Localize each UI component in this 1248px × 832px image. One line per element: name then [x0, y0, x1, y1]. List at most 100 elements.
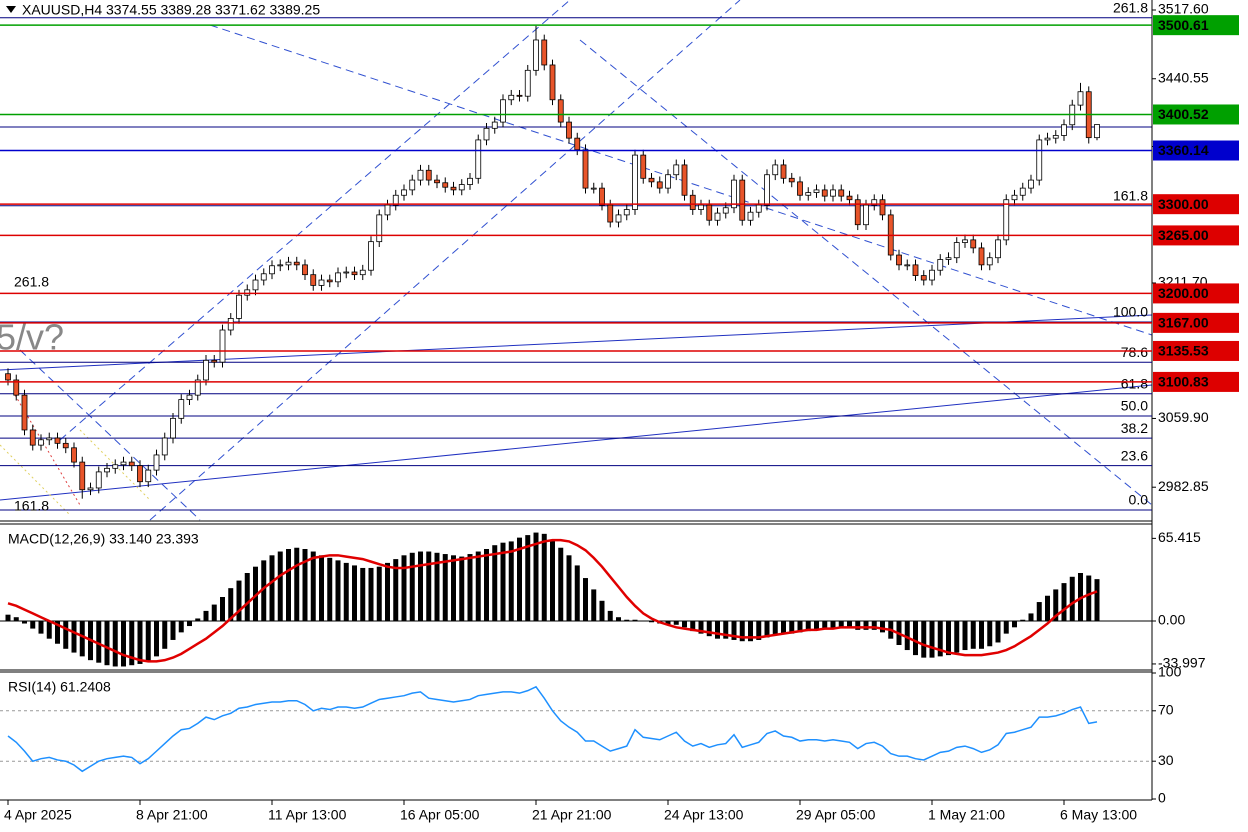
menu-arrow[interactable] — [6, 6, 16, 13]
histogram-bar — [706, 621, 712, 637]
histogram-bar — [277, 551, 283, 621]
histogram-bar — [624, 619, 630, 621]
histogram-bar — [360, 567, 366, 621]
histogram-bar — [550, 540, 555, 621]
candle-body — [194, 379, 201, 396]
candle-body — [310, 274, 317, 286]
candle-body — [1077, 91, 1084, 106]
candle-body — [153, 454, 160, 471]
candle-body — [269, 265, 275, 275]
candle-body — [13, 379, 20, 396]
histogram-bar — [319, 555, 324, 621]
candle-body — [970, 239, 977, 249]
histogram-bar — [187, 621, 192, 627]
histogram-bar — [302, 549, 308, 621]
candle-body — [995, 239, 1001, 259]
candle-body — [29, 429, 36, 446]
candle-body — [978, 247, 985, 266]
histogram-bar — [500, 542, 506, 621]
frame — [0, 0, 1153, 801]
candle-body — [590, 187, 597, 190]
fib-label: 38.2 — [1121, 420, 1148, 436]
x-tick-label: 29 Apr 05:00 — [796, 807, 876, 823]
histogram-bar — [244, 573, 250, 621]
candle-body — [326, 279, 333, 283]
y-tick-label: 3440.55 — [1158, 69, 1209, 85]
histogram-bar — [475, 551, 481, 621]
candle-body — [945, 257, 952, 260]
candle-body — [384, 204, 391, 216]
histogram-bar — [607, 610, 613, 621]
histogram-bar — [847, 621, 852, 628]
y-tick-label: 70 — [1158, 702, 1174, 718]
candle-body — [953, 242, 960, 259]
x-tick-label: 21 Apr 21:00 — [532, 807, 612, 823]
y-tick-label: 3517.60 — [1158, 1, 1209, 17]
histogram-bar — [690, 621, 696, 632]
histogram-bar — [46, 621, 52, 639]
candle-body — [879, 199, 886, 216]
histogram-bar — [698, 621, 704, 634]
candle-body — [285, 261, 292, 266]
candle-body — [1044, 137, 1051, 141]
histogram-bar — [63, 621, 69, 649]
histogram-bar — [1069, 576, 1075, 621]
histogram-bar — [211, 604, 217, 621]
candle-body — [772, 164, 779, 176]
rsi-line — [7, 685, 1098, 773]
candle-body — [368, 241, 374, 271]
candle-body — [962, 239, 968, 243]
histogram-bar — [178, 621, 184, 633]
candle-body — [797, 181, 803, 196]
fib-label: 78.6 — [1121, 344, 1148, 360]
candle-body — [244, 289, 251, 296]
histogram-bar — [533, 532, 539, 621]
histogram-bar — [508, 541, 514, 621]
candle-body — [54, 437, 61, 444]
price-box-label: 3167.00 — [1158, 315, 1209, 331]
price-box — [1153, 140, 1239, 161]
fib-label: 61.8 — [1121, 376, 1148, 392]
candle-body — [277, 264, 284, 267]
fib-label: 161.8 — [14, 498, 49, 514]
histogram-bar — [649, 621, 654, 623]
candle-body — [252, 279, 259, 291]
candle-body — [1028, 179, 1034, 189]
histogram-bar — [401, 555, 407, 621]
y-tick-label: -33.997 — [1158, 655, 1206, 671]
candle-body — [343, 271, 350, 274]
candle-body — [318, 279, 325, 286]
candle-body — [475, 139, 482, 179]
candle-body — [178, 399, 185, 419]
histogram-bar — [335, 560, 341, 621]
histogram-bar — [434, 552, 440, 621]
histogram-bar — [970, 621, 976, 649]
candle-body — [434, 179, 440, 184]
histogram-bar — [55, 621, 60, 644]
y-tick-label: 30 — [1158, 752, 1174, 768]
channel-line — [209, 24, 1153, 336]
dotted-line — [0, 444, 71, 516]
candle-body — [871, 199, 878, 206]
x-tick-label: 16 Apr 05:00 — [400, 807, 480, 823]
candle-body — [533, 39, 539, 71]
candle-body — [508, 94, 515, 101]
candle-body — [104, 467, 110, 473]
candle-body — [1061, 124, 1067, 136]
histogram-bar — [236, 580, 242, 621]
histogram-bar — [748, 621, 753, 642]
histogram-bar — [946, 621, 951, 656]
histogram-bar — [1020, 619, 1026, 621]
histogram-bar — [170, 621, 176, 640]
histogram-bar — [764, 621, 770, 638]
candle-body — [739, 179, 746, 221]
histogram-bar — [79, 621, 85, 657]
histogram-bar — [797, 621, 803, 633]
histogram-bar — [781, 621, 786, 634]
candle-body — [335, 272, 341, 283]
histogram-bar — [104, 621, 110, 666]
x-tick-label: 8 Apr 21:00 — [136, 807, 208, 823]
candle-body — [896, 254, 902, 266]
histogram-bar — [376, 566, 382, 621]
channel-line — [59, 0, 571, 441]
